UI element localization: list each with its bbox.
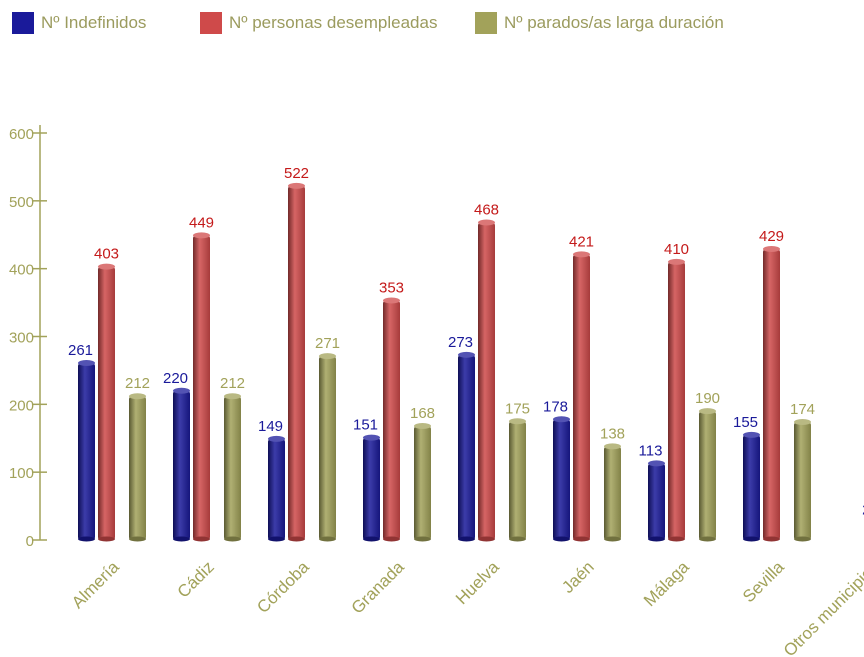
- legend-item-desempleadas: Nº personas desempleadas: [200, 12, 437, 34]
- chart-legend: Nº Indefinidos Nº personas desempleadas …: [0, 12, 864, 38]
- bar-n-indefinidos-cadiz: [173, 387, 190, 542]
- bar-n-indefinidos-cordoba: [268, 435, 285, 542]
- data-label-n-parados-as-larga-duracion-malaga: 190: [695, 390, 720, 407]
- data-label-n-indefinidos-otros-municipios: 26: [862, 501, 864, 518]
- bar-n-parados-as-larga-duracion-granada: [414, 423, 431, 542]
- data-label-n-parados-as-larga-duracion-cordoba: 271: [315, 335, 340, 352]
- data-label-n-indefinidos-jaen: 178: [543, 398, 568, 415]
- x-tick-label-jaen: Jaén: [558, 557, 598, 597]
- y-tick-label: 500: [9, 194, 34, 211]
- data-label-n-parados-as-larga-duracion-huelva: 175: [505, 400, 530, 417]
- bar-n-parados-as-larga-duracion-huelva: [509, 418, 526, 542]
- y-tick-label: 100: [9, 465, 34, 482]
- data-label-n-parados-as-larga-duracion-sevilla: 174: [790, 401, 815, 418]
- x-tick-label-sevilla: Sevilla: [739, 557, 788, 606]
- legend-item-indefinidos: Nº Indefinidos: [12, 12, 146, 34]
- data-label-n-parados-as-larga-duracion-almeria: 212: [125, 375, 150, 392]
- bar-n-personas-desempleadas-granada: [383, 297, 400, 542]
- data-label-n-personas-desempleadas-almeria: 403: [94, 246, 119, 263]
- bar-n-personas-desempleadas-almeria: [98, 263, 115, 542]
- bar-n-personas-desempleadas-sevilla: [763, 245, 780, 542]
- x-tick-label-cadiz: Cádiz: [174, 557, 218, 601]
- bar-n-parados-as-larga-duracion-jaen: [604, 443, 621, 542]
- data-label-n-indefinidos-huelva: 273: [448, 334, 473, 351]
- bar-n-personas-desempleadas-jaen: [573, 251, 590, 542]
- legend-label-larga-duracion: Nº parados/as larga duración: [504, 13, 724, 32]
- data-label-n-indefinidos-cordoba: 149: [258, 418, 283, 435]
- bar-n-indefinidos-almeria: [78, 359, 95, 542]
- bar-n-indefinidos-malaga: [648, 460, 665, 542]
- y-tick-label: 0: [26, 533, 34, 550]
- data-label-n-personas-desempleadas-granada: 353: [379, 280, 404, 297]
- data-label-n-indefinidos-granada: 151: [353, 417, 378, 434]
- data-label-n-parados-as-larga-duracion-granada: 168: [410, 405, 435, 422]
- legend-swatch-larga-duracion: [475, 12, 497, 34]
- y-tick-label: 200: [9, 397, 34, 414]
- bar-n-parados-as-larga-duracion-cadiz: [224, 393, 241, 542]
- bar-n-indefinidos-jaen: [553, 416, 570, 542]
- data-label-n-personas-desempleadas-sevilla: 429: [759, 228, 784, 245]
- data-label-n-personas-desempleadas-huelva: 468: [474, 202, 499, 219]
- bar-n-indefinidos-granada: [363, 434, 380, 542]
- legend-label-desempleadas: Nº personas desempleadas: [229, 13, 438, 32]
- data-label-n-indefinidos-malaga: 113: [639, 442, 663, 459]
- bar-n-personas-desempleadas-huelva: [478, 219, 495, 542]
- data-label-n-indefinidos-sevilla: 155: [733, 414, 758, 431]
- bar-n-parados-as-larga-duracion-malaga: [699, 408, 716, 542]
- bar-n-indefinidos-sevilla: [743, 431, 760, 542]
- legend-swatch-desempleadas: [200, 12, 222, 34]
- legend-swatch-indefinidos: [12, 12, 34, 34]
- bar-n-parados-as-larga-duracion-cordoba: [319, 353, 336, 542]
- bar-n-parados-as-larga-duracion-sevilla: [794, 418, 811, 542]
- data-label-n-indefinidos-cadiz: 220: [163, 370, 188, 387]
- legend-label-indefinidos: Nº Indefinidos: [41, 13, 147, 32]
- y-tick-label: 600: [9, 126, 34, 143]
- bar-n-personas-desempleadas-cadiz: [193, 232, 210, 542]
- y-tick-label: 400: [9, 262, 34, 279]
- x-tick-label-cordoba: Córdoba: [253, 557, 313, 617]
- y-tick-label: 300: [9, 330, 34, 347]
- legend-item-larga-duracion: Nº parados/as larga duración: [475, 12, 724, 34]
- x-tick-label-otros-municipios: Otros municipios: [780, 557, 864, 657]
- bar-n-indefinidos-huelva: [458, 351, 475, 542]
- data-label-n-parados-as-larga-duracion-jaen: 138: [600, 425, 625, 442]
- data-label-n-personas-desempleadas-jaen: 421: [569, 233, 594, 250]
- bar-n-personas-desempleadas-cordoba: [288, 182, 305, 542]
- data-label-n-indefinidos-almeria: 261: [68, 342, 93, 359]
- data-label-n-personas-desempleadas-malaga: 410: [664, 241, 689, 258]
- x-tick-label-huelva: Huelva: [452, 557, 503, 608]
- data-label-n-personas-desempleadas-cordoba: 522: [284, 165, 309, 182]
- x-tick-label-almeria: Almería: [68, 557, 123, 612]
- bar-n-personas-desempleadas-malaga: [668, 258, 685, 542]
- x-tick-label-malaga: Málaga: [640, 557, 693, 610]
- bar-n-parados-as-larga-duracion-almeria: [129, 393, 146, 542]
- data-label-n-personas-desempleadas-cadiz: 449: [189, 214, 214, 231]
- x-tick-label-granada: Granada: [348, 557, 409, 618]
- data-label-n-parados-as-larga-duracion-cadiz: 212: [220, 375, 245, 392]
